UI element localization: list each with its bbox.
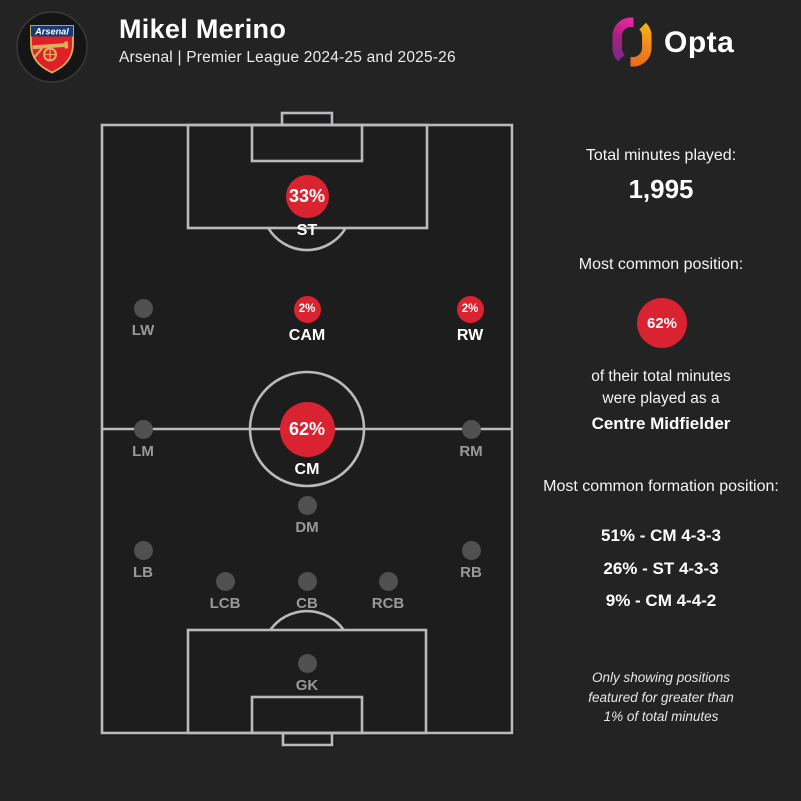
position-marker-rm	[461, 419, 481, 439]
position-marker-rcb	[378, 571, 398, 591]
formation-item: 9% - CM 4-4-2	[605, 591, 717, 610]
six-yard-box-bottom	[250, 695, 364, 735]
position-marker-dm	[297, 495, 317, 515]
position-label-cam: CAM	[288, 326, 326, 344]
arsenal-crest-icon: Arsenal	[16, 11, 88, 83]
position-label-rcb: RCB	[371, 594, 405, 612]
position-marker-cam: 2%	[293, 295, 321, 323]
position-marker-lw	[133, 298, 153, 318]
footnote-line: Only showing positions	[591, 670, 731, 685]
opta-logo-icon	[612, 17, 652, 67]
position-marker-cb	[297, 571, 317, 591]
position-label-lcb: LCB	[209, 594, 241, 612]
opta-wordmark: Opta	[664, 26, 735, 59]
position-label-cm: CM	[294, 460, 320, 478]
position-marker-st: 33%	[285, 174, 329, 218]
position-label-lb: LB	[133, 563, 153, 581]
footnote-line: featured for greater than	[588, 689, 734, 705]
position-label-st: ST	[296, 221, 318, 239]
total-minutes-value: 1,995	[628, 174, 694, 204]
svg-text:Arsenal: Arsenal	[34, 27, 69, 37]
formation-item: 26% - ST 4-3-3	[603, 558, 719, 578]
position-marker-rw: 2%	[456, 295, 484, 323]
formation-item: 51% - CM 4-3-3	[601, 526, 721, 545]
position-label-gk: GK	[295, 676, 319, 694]
most-common-position-label: Most common position:	[578, 256, 744, 273]
formation-section-label: Most common formation position:	[543, 478, 779, 495]
most-common-desc-line1: of their total minutes	[591, 368, 731, 385]
position-label-dm: DM	[295, 518, 319, 536]
centre-circle	[248, 370, 366, 488]
page-subtitle: Arsenal | Premier League 2024-25 and 202…	[119, 49, 456, 66]
six-yard-box-top	[250, 123, 364, 163]
penalty-arc-top	[267, 227, 347, 252]
position-marker-gk	[297, 653, 317, 673]
position-marker-rb	[461, 540, 481, 560]
most-common-desc-line2: were played as a	[602, 390, 720, 407]
page-title: Mikel Merino	[119, 14, 287, 44]
position-marker-lcb	[215, 571, 235, 591]
most-common-position-name: Centre Midfielder	[591, 414, 731, 433]
position-label-rb: RB	[460, 563, 482, 581]
position-label-lm: LM	[132, 442, 154, 460]
position-marker-lm	[133, 419, 153, 439]
position-marker-lb	[133, 540, 153, 560]
penalty-arc-bottom	[269, 609, 345, 631]
footnote-line: 1% of total minutes	[603, 709, 719, 724]
most-common-position-badge: 62%	[637, 298, 687, 348]
position-label-rw: RW	[456, 326, 484, 344]
position-label-lw: LW	[131, 321, 155, 339]
position-marker-cm: 62%	[279, 401, 335, 457]
total-minutes-label: Total minutes played:	[585, 147, 737, 164]
position-label-rm: RM	[459, 442, 483, 460]
formation-list: 51% - CM 4-3-3 26% - ST 4-3-3 9% - CM 4-…	[521, 520, 801, 618]
position-label-cb: CB	[296, 594, 318, 612]
footnote: Only showing positions featured for grea…	[521, 668, 801, 727]
